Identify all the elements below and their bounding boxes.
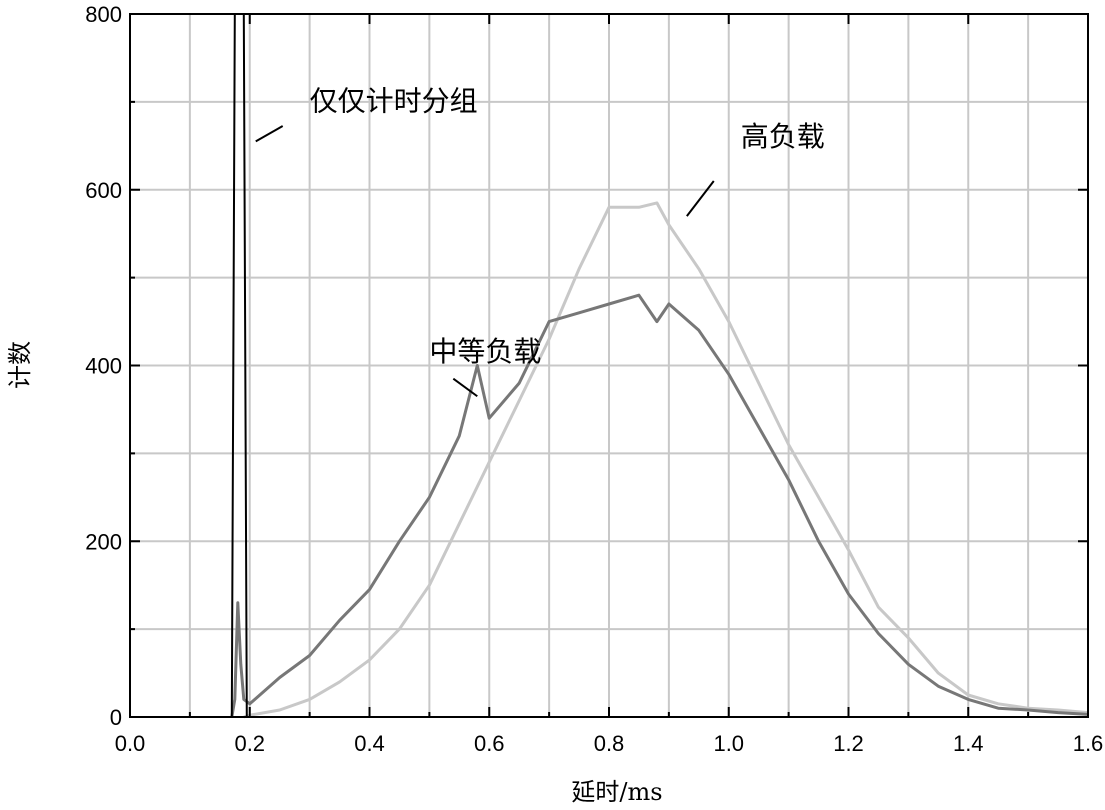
x-tick-label: 1.2 [833,731,864,756]
x-tick-label: 1.6 [1073,731,1104,756]
x-tick-label: 0.2 [234,731,265,756]
annotation-label: 高负载 [741,120,825,153]
x-tick-label: 1.4 [953,731,984,756]
annotation-label: 仅仅计时分组 [310,85,478,118]
annotation-leader [686,180,715,217]
x-tick-label: 0.0 [115,731,146,756]
y-tick-label: 800 [85,2,122,27]
series-line-1 [230,293,1089,718]
series-line-2 [243,201,1089,719]
y-tick-label: 200 [85,529,122,554]
x-tick-label: 0.4 [354,731,385,756]
y-tick-label: 400 [85,354,122,379]
x-tick-label: 1.0 [713,731,744,756]
y-axis-title: 计数 [6,341,34,389]
y-tick-label: 0 [110,705,122,730]
annotation-label: 中等负载 [429,335,541,368]
annotation-leader [452,377,478,398]
y-tick-label: 600 [85,178,122,203]
grid [130,14,1088,717]
x-axis-title: 延时/ms [571,778,662,806]
annotation-leader [255,125,284,143]
x-tick-label: 0.8 [594,731,625,756]
ticks: 0.0 0.2 0.4 0.6 0.8 1.0 1.2 1.4 1.6 0 200 400 600 800 [85,2,1103,756]
x-tick-label: 0.6 [474,731,505,756]
